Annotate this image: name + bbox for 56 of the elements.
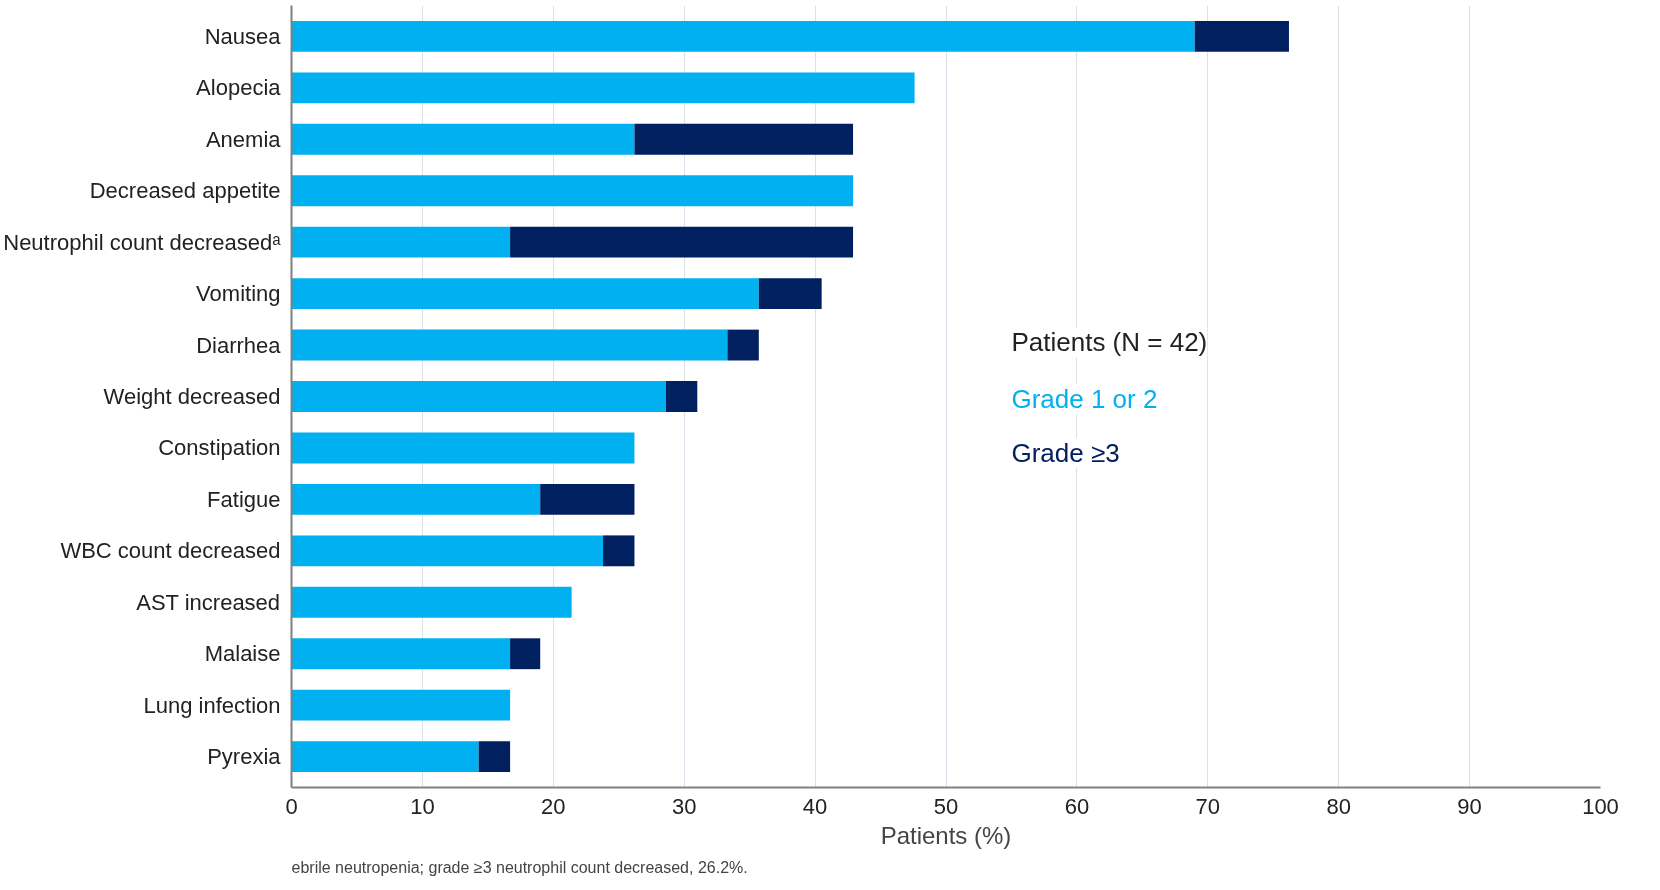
bar xyxy=(291,72,915,104)
x-tick-label: 70 xyxy=(1195,793,1221,819)
x-axis-title: Patients (%) xyxy=(880,821,1012,849)
y-tick-label: Weight decreased xyxy=(103,384,281,409)
bar xyxy=(1194,20,1289,52)
x-tick-label: 100 xyxy=(1582,793,1619,819)
x-tick-label: 20 xyxy=(541,793,566,819)
text: Grade 1 or 2 xyxy=(1011,383,1158,414)
y-tick-label: Pyrexia xyxy=(207,744,282,770)
bar xyxy=(291,175,854,207)
text: ebrile neutropenia; grade ≥3 neutrophil count decreased, 26.2%. xyxy=(291,858,748,876)
bar xyxy=(758,278,822,310)
x-tick-label: 0 xyxy=(285,793,298,819)
bar xyxy=(291,535,604,567)
y-tick-label: Fatigue xyxy=(207,486,281,512)
bar xyxy=(603,535,635,567)
x-tick-label: 10 xyxy=(410,793,435,819)
y-tick-label: Vomiting xyxy=(196,281,281,307)
y-tick-label: Nausea xyxy=(204,23,282,49)
bar xyxy=(665,381,698,412)
y-tick-label: Constipation xyxy=(158,435,281,461)
x-tick-label: 50 xyxy=(933,793,959,819)
text: Grade ≥3 xyxy=(1011,438,1120,469)
bar xyxy=(634,123,854,155)
bar xyxy=(291,381,666,412)
x-tick-label: 90 xyxy=(1457,793,1482,819)
bar xyxy=(510,638,541,670)
y-tick-label: Malaise xyxy=(204,641,281,667)
bar xyxy=(291,226,511,258)
bar xyxy=(291,20,1195,52)
bar xyxy=(478,741,511,773)
y-tick-label: Decreased appetite xyxy=(89,178,281,204)
bar xyxy=(727,329,759,361)
x-tick-label: 30 xyxy=(671,793,697,819)
x-tick-label: 80 xyxy=(1326,793,1351,819)
y-tick-label: AST increased xyxy=(136,589,281,615)
bar xyxy=(540,483,635,515)
x-tick-label: 60 xyxy=(1064,793,1090,819)
bar xyxy=(291,329,728,361)
bar xyxy=(291,483,541,515)
bar xyxy=(291,278,759,310)
bar xyxy=(510,226,854,258)
y-tick-label: Neutrophil count decreasedᵃ xyxy=(3,229,282,255)
y-tick-label: WBC count decreased xyxy=(60,538,281,564)
y-tick-label: Lung infection xyxy=(143,692,281,718)
bar xyxy=(291,689,511,721)
x-tick-label: 40 xyxy=(802,793,828,819)
bar xyxy=(291,741,479,773)
legend-title: Patients (N = 42) xyxy=(1011,327,1208,358)
y-tick-label: Diarrhea xyxy=(196,332,282,358)
bar xyxy=(291,586,572,618)
bar xyxy=(291,638,511,670)
y-tick-label: Alopecia xyxy=(196,75,282,101)
bar xyxy=(291,123,635,155)
y-tick-label: Anemia xyxy=(205,126,282,152)
bar xyxy=(291,432,635,464)
